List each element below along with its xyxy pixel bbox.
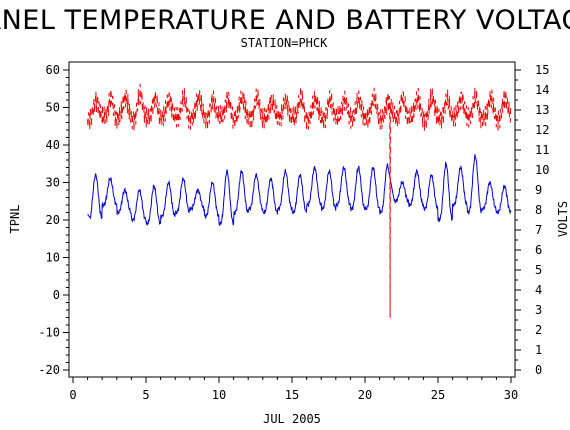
- y2-tick-label: 14: [535, 83, 549, 97]
- x-tick-label: 25: [431, 388, 445, 402]
- y2-tick-label: 6: [535, 243, 542, 257]
- x-tick-label: 10: [212, 388, 226, 402]
- battery-voltage-line: [87, 83, 512, 319]
- y-tick-label: 30: [46, 176, 60, 190]
- y2-tick-label: 8: [535, 203, 542, 217]
- x-tick-label: 20: [358, 388, 372, 402]
- y2-tick-label: 7: [535, 223, 542, 237]
- x-tick-label: 0: [69, 388, 76, 402]
- y2-tick-label: 15: [535, 63, 549, 77]
- y2-tick-label: 0: [535, 363, 542, 377]
- y2-tick-label: 12: [535, 123, 549, 137]
- y-tick-label: 40: [46, 138, 60, 152]
- y-tick-label: 10: [46, 251, 60, 265]
- y2-tick-label: 10: [535, 163, 549, 177]
- y2-tick-label: 4: [535, 283, 542, 297]
- chart-subtitle: STATION=PHCK: [241, 36, 328, 50]
- y-tick-label: 50: [46, 101, 60, 115]
- y2-axis-label: VOLTS: [556, 201, 570, 237]
- y-tick-label: -20: [38, 363, 60, 377]
- y2-tick-label: 11: [535, 143, 549, 157]
- y-tick-label: 60: [46, 63, 60, 77]
- y2-tick-label: 9: [535, 183, 542, 197]
- chart-title: PANEL TEMPERATURE AND BATTERY VOLTAGE: [0, 5, 570, 36]
- series-layer: [87, 83, 512, 319]
- left-axis: -20 -10 0 10 20 30 40 50 60: [38, 63, 69, 377]
- x-tick-label: 30: [504, 388, 518, 402]
- temperature-line: [87, 154, 512, 227]
- y-tick-label: 0: [53, 288, 60, 302]
- y-axis-label: TPNL: [8, 205, 22, 234]
- bottom-axis: 0 5 10 15 20 25 30: [69, 377, 518, 402]
- y2-tick-label: 2: [535, 323, 542, 337]
- y-tick-label: -10: [38, 326, 60, 340]
- x-tick-label: 5: [142, 388, 149, 402]
- y2-tick-label: 5: [535, 263, 542, 277]
- y2-tick-label: 1: [535, 343, 542, 357]
- x-axis-label: JUL 2005: [263, 412, 321, 426]
- y-tick-label: 20: [46, 213, 60, 227]
- x-tick-label: 15: [285, 388, 299, 402]
- y2-tick-label: 3: [535, 303, 542, 317]
- y2-tick-label: 13: [535, 103, 549, 117]
